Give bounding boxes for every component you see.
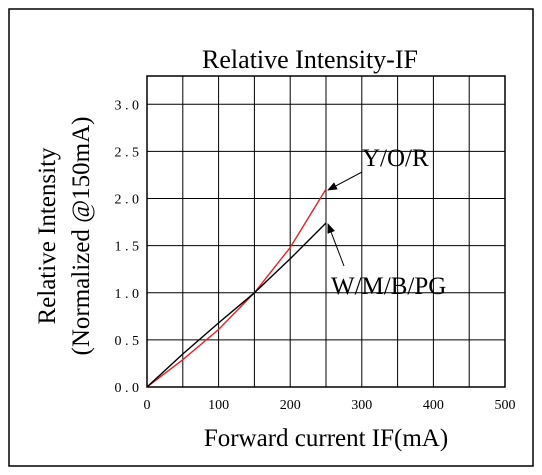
y-tick-label-6: 3 . 0 xyxy=(115,98,140,113)
x-tick-label-0: 0 xyxy=(144,398,151,413)
y-tick-labels: 0 . 0 0 . 5 1 . 0 1 . 5 2 . 0 2 . 5 3 . 0 xyxy=(115,98,140,396)
x-tick-label-4: 400 xyxy=(423,398,444,413)
annotations: Y/O/R W/M/B/PG xyxy=(327,145,446,300)
y-tick-label-4: 2 . 0 xyxy=(115,193,140,208)
x-tick-label-5: 500 xyxy=(495,398,516,413)
y-tick-label-1: 0 . 5 xyxy=(115,334,140,349)
outer-border xyxy=(8,8,534,467)
series-line-0 xyxy=(146,188,327,388)
y-axis-label-line2: (Normalized @150mA) xyxy=(68,117,95,356)
y-tick-label-0: 0 . 0 xyxy=(115,381,140,396)
x-tick-label-3: 300 xyxy=(351,398,372,413)
series-line-1 xyxy=(146,222,327,388)
y-tick-label-3: 1 . 5 xyxy=(115,240,140,255)
plot-border xyxy=(146,75,506,388)
x-tick-label-2: 200 xyxy=(280,398,301,413)
annotation-label-0: Y/O/R xyxy=(362,145,429,172)
series-layer xyxy=(146,188,327,388)
x-axis-label: Forward current IF(mA) xyxy=(204,425,448,452)
x-tick-labels: 0 100 200 300 400 500 xyxy=(144,398,516,413)
annotation-arrow-0 xyxy=(327,171,363,191)
x-tick-label-1: 100 xyxy=(208,398,229,413)
annotation-arrow-1 xyxy=(327,223,345,267)
y-tick-label-5: 2 . 5 xyxy=(115,145,140,160)
grid xyxy=(146,75,506,388)
chart-title: Relative Intensity-IF xyxy=(202,45,418,74)
annotation-label-1: W/M/B/PG xyxy=(331,273,446,300)
y-axis-label-line1: Relative Intensity xyxy=(34,147,61,325)
y-tick-label-2: 1 . 0 xyxy=(115,287,140,302)
